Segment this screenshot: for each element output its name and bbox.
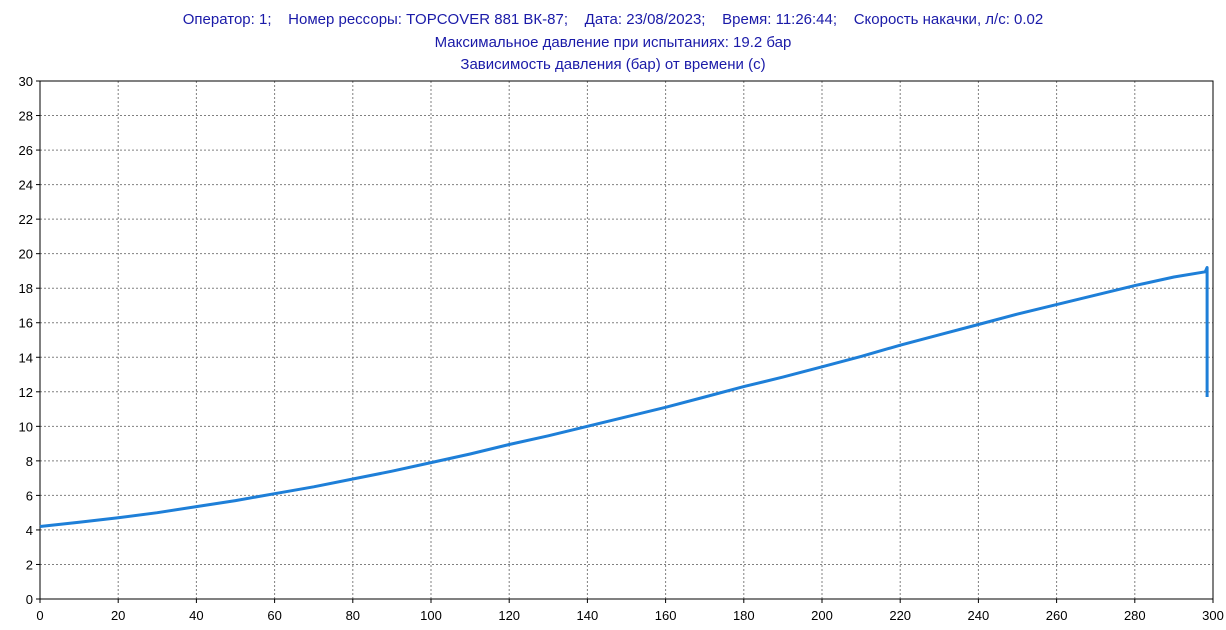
y-tick-label: 12 — [19, 385, 33, 400]
x-tick-label: 300 — [1202, 608, 1224, 623]
y-tick-label: 14 — [19, 350, 33, 365]
chart-grid — [40, 81, 1213, 599]
y-tick-label: 0 — [26, 592, 33, 607]
chart-series — [39, 266, 1209, 528]
y-tick-label: 8 — [26, 454, 33, 469]
chart-header-line-2: Максимальное давление при испытаниях: 19… — [434, 34, 792, 51]
y-tick-label: 2 — [26, 557, 33, 572]
y-tick-label: 4 — [26, 523, 33, 538]
x-tick-label: 60 — [267, 608, 281, 623]
y-tick-label: 22 — [19, 212, 33, 227]
x-tick-label: 140 — [577, 608, 599, 623]
chart-axes — [36, 80, 1214, 603]
x-tick-label: 20 — [111, 608, 125, 623]
y-tick-label: 26 — [19, 143, 33, 158]
x-tick-label: 160 — [655, 608, 677, 623]
y-tick-label: 30 — [19, 74, 33, 89]
x-tick-label: 260 — [1046, 608, 1068, 623]
y-tick-label: 16 — [19, 316, 33, 331]
x-tick-label: 100 — [420, 608, 442, 623]
y-tick-label: 20 — [19, 247, 33, 262]
x-tick-label: 280 — [1124, 608, 1146, 623]
pressure-series-line — [39, 266, 1209, 528]
chart-title: Зависимость давления (бар) от времени (с… — [460, 56, 766, 73]
x-tick-label: 80 — [346, 608, 360, 623]
x-tick-label: 0 — [36, 608, 43, 623]
y-tick-label: 24 — [19, 178, 33, 193]
x-axis-tick-labels: 0 20 40 60 80 100 120 140 160 180 200 220 240 260 280 3… — [36, 608, 1223, 623]
y-tick-label: 10 — [19, 419, 33, 434]
y-tick-label: 18 — [19, 281, 33, 296]
chart-header-line-1: Оператор: 1; Номер рессоры: TOPCOVER 881… — [182, 11, 1044, 28]
x-tick-label: 240 — [968, 608, 990, 623]
x-tick-label: 40 — [189, 608, 203, 623]
plot-frame — [39, 80, 1214, 600]
y-tick-label: 6 — [26, 488, 33, 503]
y-tick-label: 28 — [19, 109, 33, 124]
x-tick-label: 220 — [889, 608, 911, 623]
x-tick-label: 200 — [811, 608, 833, 623]
x-tick-label: 120 — [498, 608, 520, 623]
x-tick-label: 180 — [733, 608, 755, 623]
